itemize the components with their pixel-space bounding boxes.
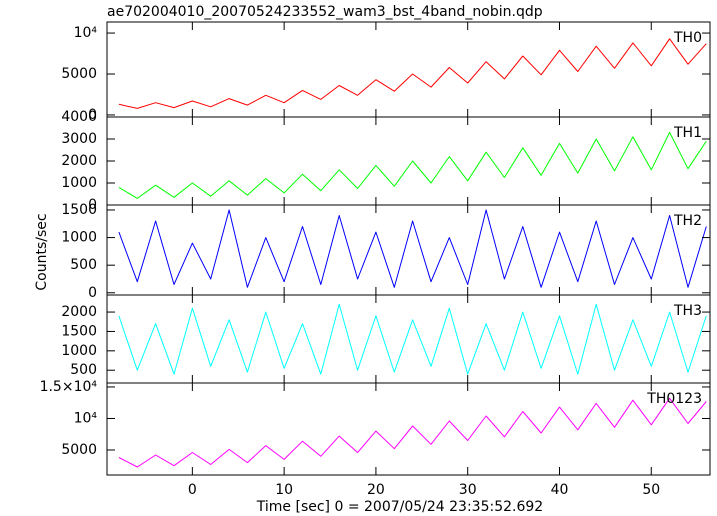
light-curve xyxy=(118,38,707,109)
x-tick-label: 40 xyxy=(551,482,569,498)
series-label: TH0123 xyxy=(646,391,702,407)
y-tick-label: 10⁴ xyxy=(74,25,98,41)
light-curve xyxy=(118,209,707,288)
panel-frame xyxy=(106,204,711,296)
light-curve xyxy=(118,397,707,468)
x-tick-label: 50 xyxy=(642,482,660,498)
y-tick-label: 1500 xyxy=(61,202,97,218)
series-label: TH2 xyxy=(673,213,702,229)
y-tick-label: 1000 xyxy=(61,175,97,191)
y-tick-label: 0 xyxy=(88,285,97,301)
x-tick-label: 0 xyxy=(188,482,197,498)
y-tick-label: 500 xyxy=(70,257,97,273)
y-tick-label: 4000 xyxy=(61,109,97,125)
y-tick-label: 1500 xyxy=(61,323,97,339)
series-label: TH1 xyxy=(673,125,702,141)
y-tick-label: 1000 xyxy=(61,230,97,246)
chart-title: ae702004010_20070524233552_wam3_bst_4ban… xyxy=(107,4,543,20)
light-curve xyxy=(118,303,707,375)
series-label: TH3 xyxy=(673,303,702,319)
y-tick-label: 500 xyxy=(70,362,97,378)
light-curve xyxy=(118,131,707,199)
y-tick-label: 5000 xyxy=(61,442,97,458)
y-tick-label: 3000 xyxy=(61,131,97,147)
y-tick-label: 0 xyxy=(88,107,97,123)
x-axis-label: Time [sec] 0 = 2007/05/24 23:35:52.692 xyxy=(256,499,543,515)
x-tick-label: 20 xyxy=(367,482,385,498)
panel-frame xyxy=(106,382,711,476)
y-tick-label: 10⁴ xyxy=(74,410,98,426)
y-tick-label: 5000 xyxy=(61,66,97,82)
series-label: TH0 xyxy=(673,30,702,46)
y-axis-label: Counts/sec xyxy=(34,213,50,290)
x-tick-label: 10 xyxy=(275,482,293,498)
y-tick-label: 2000 xyxy=(61,153,97,169)
x-tick-label: 30 xyxy=(459,482,477,498)
y-tick-label: 1.5×10⁴ xyxy=(40,379,98,395)
panel-frame xyxy=(106,294,711,384)
y-tick-label: 2000 xyxy=(61,304,97,320)
y-tick-label: 0 xyxy=(88,197,97,213)
y-tick-label: 1000 xyxy=(61,343,97,359)
